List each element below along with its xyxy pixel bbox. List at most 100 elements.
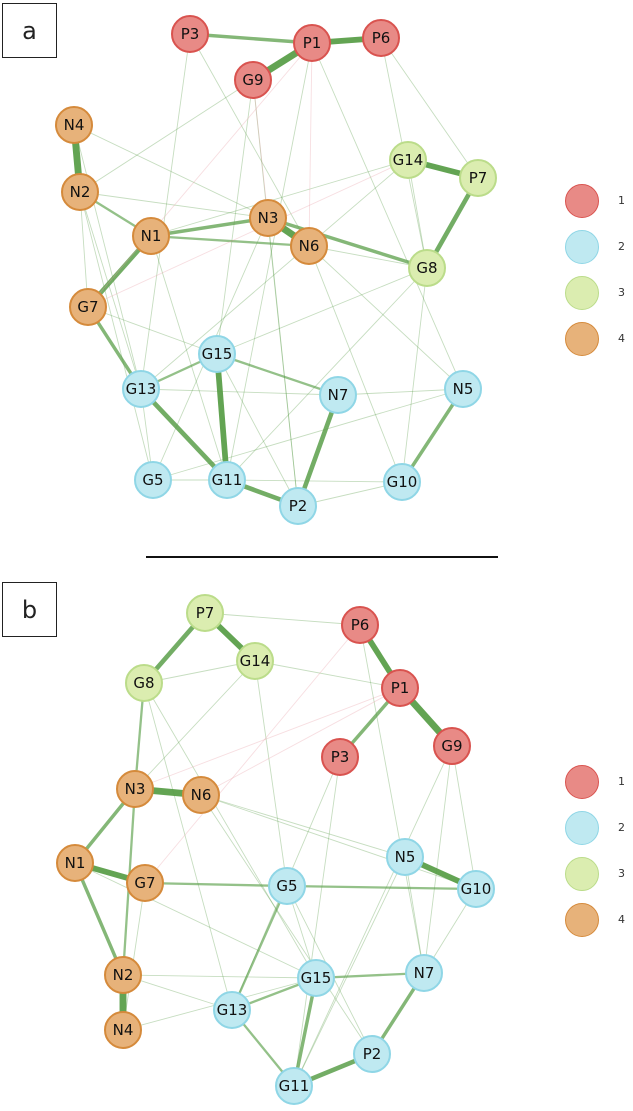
node-G7: G7 [69, 288, 107, 326]
legend-swatch-2 [565, 811, 599, 845]
panel-b-tag: b [2, 582, 57, 637]
edge-G8-G10 [401, 267, 428, 483]
node-label: G10 [387, 473, 418, 491]
legend-b: 1 2 3 4 [560, 763, 633, 947]
edge-G15-N7 [215, 352, 340, 397]
edge-N1-G11 [150, 235, 228, 481]
edge-G8-G11 [226, 267, 428, 481]
node-circle [353, 1035, 391, 1073]
legend-item-2: 2 [560, 228, 633, 274]
legend-swatch-4 [565, 903, 599, 937]
node-G9: G9 [234, 61, 272, 99]
node-label: N4 [113, 1021, 134, 1039]
legend-label-1: 1 [618, 775, 625, 788]
node-N5: N5 [386, 838, 424, 876]
node-N1: N1 [132, 217, 170, 255]
node-label: G13 [126, 380, 157, 398]
panel-divider [146, 556, 498, 558]
node-circle [69, 288, 107, 326]
node-label: G7 [77, 298, 98, 316]
node-circle [383, 463, 421, 501]
legend-label-2: 2 [618, 821, 625, 834]
node-label: G10 [461, 880, 492, 898]
node-label: N3 [125, 780, 146, 798]
node-N7: N7 [405, 954, 443, 992]
node-N3: N3 [116, 770, 154, 808]
node-circle [134, 461, 172, 499]
edge-G8-N6 [308, 245, 428, 269]
edge-G14-G7 [87, 159, 409, 308]
node-N2: N2 [104, 956, 142, 994]
node-N3: N3 [249, 199, 287, 237]
edge-N5-G5 [152, 388, 464, 481]
edge-N5-G11 [293, 856, 406, 1087]
edge-P6-P7 [204, 612, 361, 626]
edge-N6-G10 [308, 245, 403, 483]
legend-item-4: 4 [560, 320, 633, 366]
node-label: G11 [212, 471, 243, 489]
node-circle [389, 141, 427, 179]
node-N2: N2 [61, 173, 99, 211]
node-G9: G9 [433, 727, 471, 765]
node-G11: G11 [208, 461, 246, 499]
node-label: P2 [289, 497, 308, 515]
node-label: N3 [258, 209, 279, 227]
node-N5: N5 [444, 370, 482, 408]
node-label: P2 [363, 1045, 382, 1063]
node-label: G15 [202, 345, 233, 363]
edge-G9-P2 [252, 79, 299, 507]
edge-N1-N3 [149, 216, 270, 238]
edge-N6-G10 [200, 794, 477, 890]
edge-N1-N2 [73, 861, 125, 977]
node-label: P1 [391, 679, 410, 697]
node-G8: G8 [408, 249, 446, 287]
node-P6: P6 [362, 19, 400, 57]
node-circle [433, 727, 471, 765]
edge-N7-P2 [295, 392, 341, 509]
network-graph-b: P7 G14 G8 P6 P1 P3 G9 N3 N6 N1 G7 N2 N4 N5 G10 G5 G15 N7 G… [56, 594, 495, 1105]
node-P3: P3 [321, 738, 359, 776]
legend-swatch-4 [565, 322, 599, 356]
edge-G9-G10 [451, 745, 477, 890]
legend-item-4: 4 [560, 901, 633, 947]
node-G13: G13 [122, 370, 160, 408]
edge-P3-G13 [140, 33, 191, 390]
edge-N1-G15 [74, 862, 317, 979]
node-circle [319, 376, 357, 414]
node-label: N7 [328, 386, 349, 404]
edge-G5-G10 [285, 884, 478, 891]
legend-label-3: 3 [618, 286, 625, 299]
node-circle [126, 864, 164, 902]
node-label: G9 [441, 737, 462, 755]
legend-label-3: 3 [618, 867, 625, 880]
edge-G14-N1 [150, 159, 409, 237]
node-N4: N4 [55, 106, 93, 144]
legend-item-3: 3 [560, 274, 633, 320]
edge-N3-G8 [266, 216, 429, 270]
edge-N7-G13 [140, 388, 339, 396]
node-label: G8 [416, 259, 437, 277]
node-circle [116, 770, 154, 808]
edge-G9-N3 [252, 79, 269, 219]
edge-N4-N3 [73, 124, 269, 219]
edge-P1-N3 [134, 687, 401, 790]
node-label: N1 [141, 227, 162, 245]
node-P7: P7 [186, 594, 224, 632]
node-circle [297, 959, 335, 997]
node-label: N5 [453, 380, 474, 398]
node-G5: G5 [134, 461, 172, 499]
node-circle [132, 217, 170, 255]
legend-item-1: 1 [560, 763, 633, 809]
edge-N3-P2 [267, 217, 299, 507]
node-label: P7 [196, 604, 215, 622]
node-circle [213, 991, 251, 1029]
edge-N1-N6 [149, 234, 311, 248]
node-label: N5 [395, 848, 416, 866]
legend-item-2: 2 [560, 809, 633, 855]
node-circle [55, 106, 93, 144]
legend-item-3: 3 [560, 855, 633, 901]
edge-G14-N3 [134, 660, 256, 790]
edge-N5-N7 [404, 856, 425, 974]
node-N1: N1 [56, 844, 94, 882]
legend-swatch-1 [565, 184, 599, 218]
